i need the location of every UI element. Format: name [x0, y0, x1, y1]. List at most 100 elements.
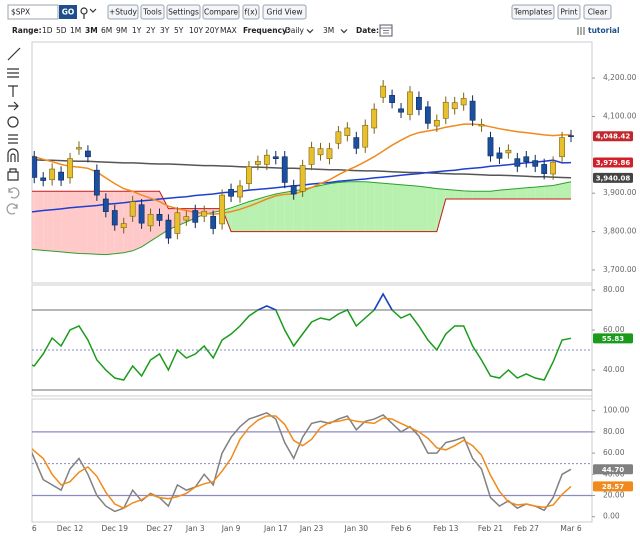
range-option[interactable]: 1M: [70, 26, 81, 35]
button[interactable]: Templates: [511, 4, 555, 20]
button[interactable]: Clear: [583, 4, 612, 20]
go-text[interactable]: GO: [62, 8, 75, 17]
button[interactable]: Tools: [140, 4, 165, 20]
tool-text[interactable]: [8, 85, 18, 97]
candle-body: [32, 156, 38, 178]
range-option[interactable]: 3M: [85, 26, 98, 35]
frequency-select[interactable]: Daily: [285, 26, 314, 35]
button[interactable]: +Study: [107, 4, 139, 20]
candle-body: [424, 106, 431, 124]
range-option[interactable]: 3Y: [160, 26, 170, 35]
button[interactable]: f(x): [242, 4, 260, 20]
value-tag-label: 4,048.42: [596, 133, 631, 141]
button-bg[interactable]: [557, 4, 581, 20]
candle-body: [496, 152, 503, 159]
period-value[interactable]: 3M: [323, 26, 334, 35]
tool-magnet[interactable]: [7, 148, 19, 162]
go-bg[interactable]: [59, 5, 77, 19]
range-option[interactable]: 1D: [42, 26, 53, 35]
button-label[interactable]: f(x): [245, 8, 258, 17]
tool-delete[interactable]: [7, 168, 19, 181]
input-box[interactable]: [7, 4, 59, 20]
button-label[interactable]: Templates: [513, 8, 552, 17]
range-option[interactable]: 6M: [101, 26, 112, 35]
indicator-line: [32, 415, 572, 510]
tutorial-text[interactable]: tutorial: [588, 26, 620, 35]
button[interactable]: Print: [557, 4, 581, 20]
cloud-fill: [87, 191, 97, 255]
x-tick-label: 6: [32, 524, 37, 533]
toolbar-buttons: +Study Tools Settings Compare f(x) Grid View T…: [107, 4, 612, 20]
tool-arrow[interactable]: [8, 101, 19, 111]
value-tag: [593, 157, 633, 168]
calendar-lines[interactable]: [380, 27, 392, 34]
button-bg[interactable]: [262, 4, 307, 20]
calendar-button[interactable]: [379, 24, 393, 37]
tool-undo[interactable]: [8, 187, 20, 199]
button-label[interactable]: Tools: [142, 8, 162, 17]
range-option[interactable]: 2Y: [146, 26, 156, 35]
cloud-fill: [499, 189, 509, 199]
frequency-value[interactable]: Daily: [285, 26, 305, 35]
panel-1: [32, 292, 592, 391]
button-bg[interactable]: [107, 4, 139, 20]
button-bg[interactable]: [140, 4, 165, 20]
range-option[interactable]: 9M: [116, 26, 127, 35]
link-icon[interactable]: [80, 7, 97, 19]
value-tag-label: 3,940.08: [596, 174, 631, 182]
button-bg[interactable]: [511, 4, 555, 20]
button-bg[interactable]: [166, 4, 201, 20]
button-label[interactable]: Print: [560, 8, 577, 17]
button-label[interactable]: +Study: [109, 8, 137, 17]
tool-fib[interactable]: [7, 68, 19, 78]
range-option[interactable]: 1Y: [132, 26, 142, 35]
tool-redo[interactable]: [6, 203, 18, 215]
button-label[interactable]: Clear: [588, 8, 609, 17]
cloud-fill: [427, 187, 437, 232]
x-tick-label: Feb 13: [433, 524, 458, 533]
cloud-fill: [150, 191, 160, 242]
button-bg[interactable]: [583, 4, 612, 20]
dropdown-arrow[interactable]: [340, 29, 348, 34]
indicator-line: [32, 292, 572, 381]
period-select[interactable]: 3M: [323, 26, 348, 35]
candle-body: [550, 161, 557, 175]
x-tick-label: Jan 30: [344, 524, 369, 533]
range-option[interactable]: 5D: [56, 26, 67, 35]
tutorial-link[interactable]: tutorial: [577, 26, 620, 35]
range-option[interactable]: MAX: [220, 26, 237, 35]
tool-info[interactable]: [7, 116, 19, 128]
button[interactable]: Grid View: [262, 4, 307, 20]
range-option[interactable]: 5Y: [174, 26, 184, 35]
symbol-text[interactable]: $SPX: [11, 8, 30, 17]
candle-body: [290, 185, 297, 195]
dropdown-arrow[interactable]: [306, 29, 314, 34]
symbol-input[interactable]: $SPX: [7, 4, 59, 20]
tool-line[interactable]: [7, 47, 21, 61]
tool-menu[interactable]: [8, 134, 18, 144]
candle-body: [174, 212, 181, 234]
range-option[interactable]: 10Y: [189, 26, 204, 35]
candle-body: [442, 101, 449, 119]
go-button[interactable]: GO: [59, 5, 77, 19]
tutorial-icon[interactable]: [577, 27, 585, 35]
x-tick-label: Dec 19: [102, 524, 129, 533]
button-label[interactable]: Grid View: [267, 8, 303, 17]
x-tick-label: Dec 12: [57, 524, 84, 533]
candle-body: [371, 108, 378, 129]
button[interactable]: Compare: [202, 4, 240, 20]
value-tag: [593, 131, 633, 142]
candle-body: [263, 154, 270, 165]
cloud-fill: [481, 191, 491, 199]
button[interactable]: Settings: [166, 4, 201, 20]
overlay-line: [32, 158, 572, 179]
link-icon-arrow[interactable]: [83, 8, 97, 19]
range-option[interactable]: 20Y: [205, 26, 220, 35]
cloud-fill: [257, 196, 267, 232]
button-bg[interactable]: [242, 4, 260, 20]
candle-body: [344, 127, 351, 136]
button-label[interactable]: Compare: [204, 8, 238, 17]
button-bg[interactable]: [202, 4, 240, 20]
y-tick-label: 40.00: [603, 365, 625, 374]
button-label[interactable]: Settings: [168, 8, 199, 17]
